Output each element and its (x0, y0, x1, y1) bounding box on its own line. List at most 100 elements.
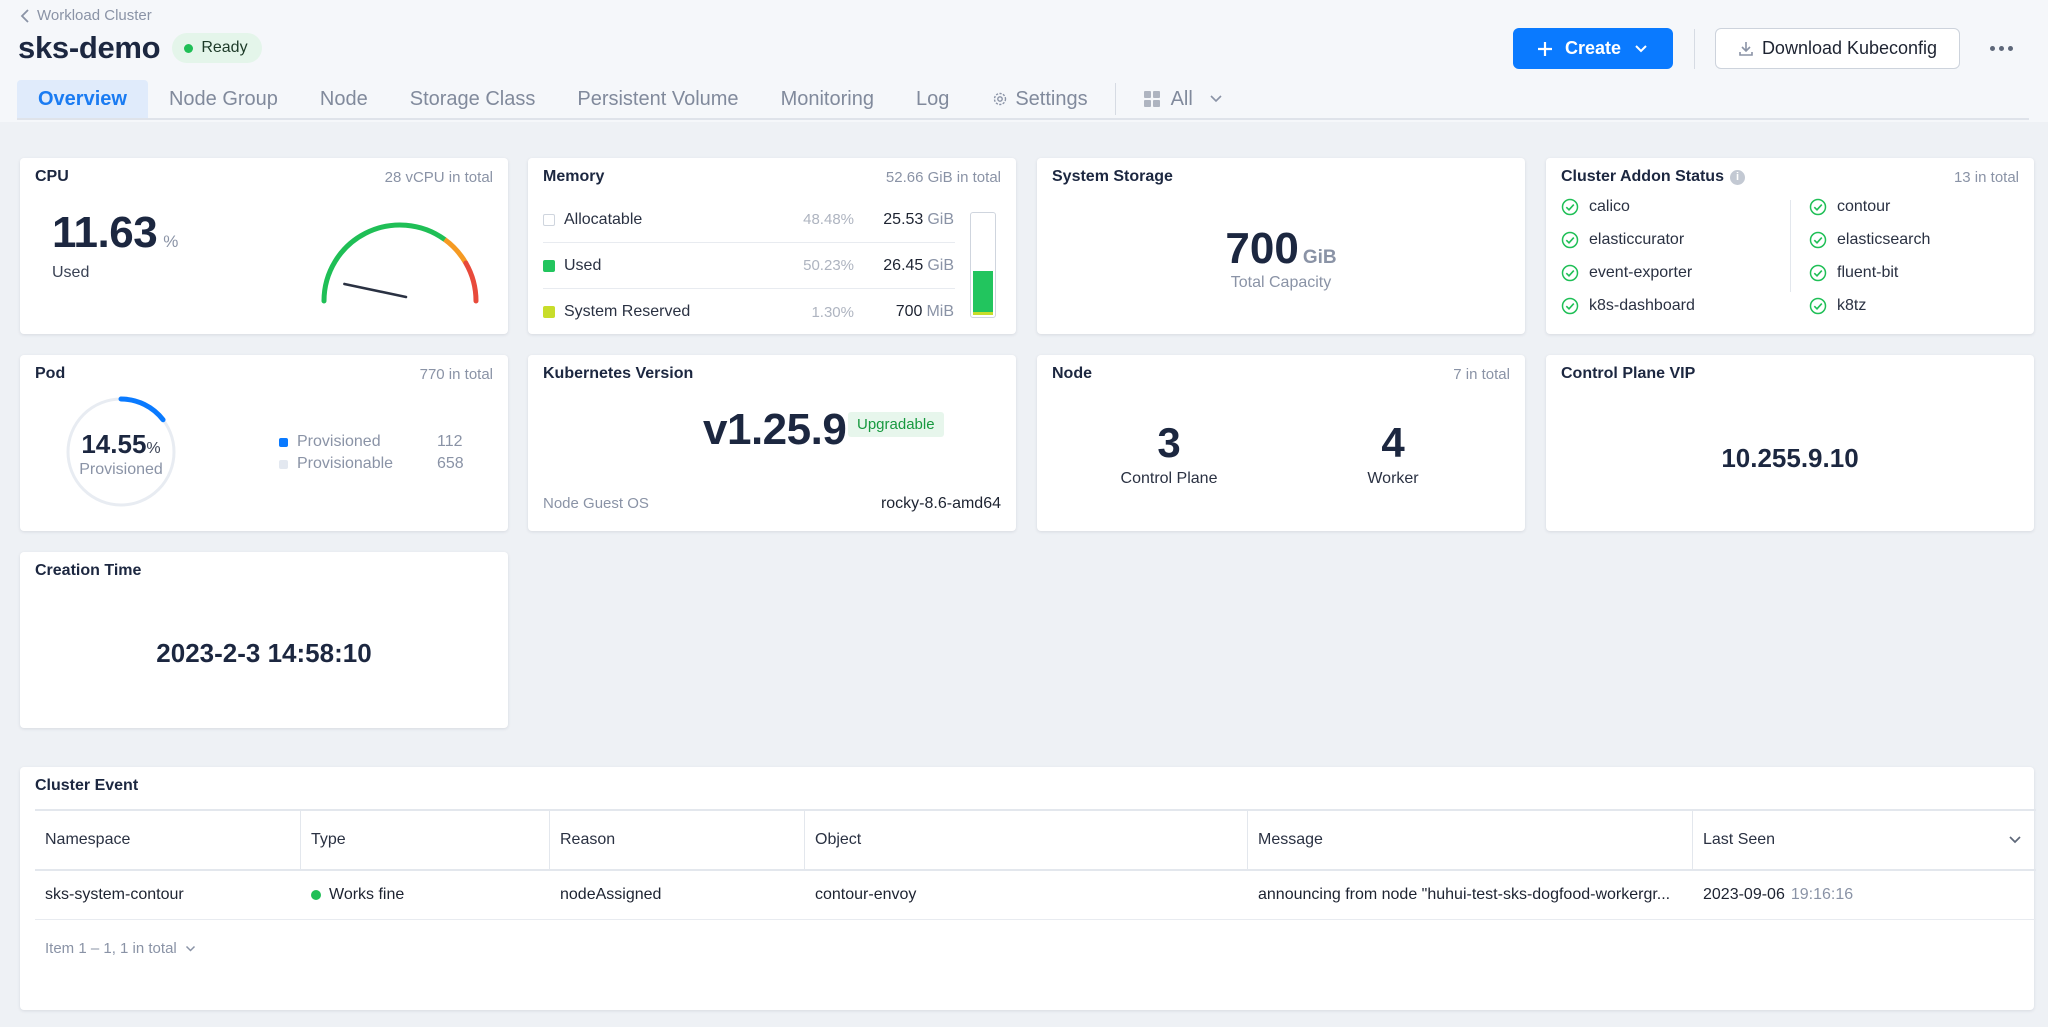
column-header-type[interactable]: Type (301, 811, 550, 869)
check-circle-icon (1561, 231, 1579, 249)
memory-total: 52.66 GiB in total (885, 169, 1001, 186)
memory-row-name: Used (564, 256, 602, 274)
memory-row-value: 700 MiB (854, 303, 954, 321)
cpu-card-title: CPU (35, 168, 69, 185)
column-header-last-seen[interactable]: Last Seen (1693, 811, 2036, 869)
memory-row-unit: GiB (927, 210, 954, 228)
page-header: Workload Cluster sks-demo Ready Create D… (0, 0, 2048, 122)
tab-overview[interactable]: Overview (17, 80, 148, 118)
pagination-summary[interactable]: Item 1 – 1, 1 in total (45, 940, 196, 957)
creation-time-card: Creation Time 2023-2-3 14:58:10 (20, 552, 508, 728)
tab-settings-label: Settings (1015, 87, 1088, 110)
pod-percent-value: 14.55% (64, 429, 178, 460)
tab-log[interactable]: Log (915, 87, 950, 110)
column-header-last-seen-label: Last Seen (1703, 831, 1776, 848)
node-card: Node 7 in total 3 Control Plane 4 Worker (1037, 355, 1525, 531)
control-plane-label: Control Plane (1120, 470, 1218, 487)
memory-row-unit: MiB (926, 303, 954, 320)
pod-legend-provisionable: Provisionable 658 (279, 455, 464, 473)
cell-message: announcing from node "huhui-test-sks-dog… (1258, 886, 1671, 903)
storage-card-title: System Storage (1052, 168, 1173, 185)
tab-node[interactable]: Node (319, 87, 368, 110)
memory-row-value: 26.45 GiB (854, 257, 954, 275)
column-header-reason[interactable]: Reason (550, 811, 805, 869)
tab-node-group[interactable]: Node Group (168, 87, 278, 110)
worker-count: 4 (1381, 419, 1405, 466)
addon-name: elasticcurator (1589, 231, 1685, 248)
back-link-label: Workload Cluster (37, 7, 152, 24)
addon-name: event-exporter (1589, 264, 1693, 281)
info-icon[interactable]: i (1729, 170, 1745, 185)
addon-status-card: Cluster Addon Status i 13 in total calico… (1546, 158, 2034, 334)
cell-reason: nodeAssigned (560, 886, 662, 903)
column-header-object[interactable]: Object (805, 811, 1248, 869)
header-divider (1694, 28, 1695, 69)
vip-value: 10.255.9.10 (1721, 443, 1859, 473)
system-storage-card: System Storage 700 GiB Total Capacity (1037, 158, 1525, 334)
column-header-message[interactable]: Message (1248, 811, 1693, 869)
memory-used-fill (973, 271, 993, 312)
cpu-total: 28 vCPU in total (384, 169, 493, 186)
addon-name: k8tz (1837, 297, 1867, 314)
memory-row-pct: 48.48% (803, 211, 854, 228)
memory-row-used: Used 50.23% 26.45 GiB (543, 243, 955, 289)
status-label: Ready (201, 39, 248, 56)
title-row: sks-demo Ready (18, 30, 262, 66)
table-row[interactable]: sks-system-contour Works fine nodeAssign… (35, 871, 2036, 920)
column-header-namespace[interactable]: Namespace (35, 811, 301, 869)
memory-reserved-fill (973, 312, 993, 315)
create-button[interactable]: Create (1513, 28, 1673, 69)
tab-divider (1114, 83, 1116, 115)
memory-row-value: 25.53 GiB (854, 211, 954, 229)
download-icon (1739, 41, 1753, 56)
tab-settings[interactable]: Settings (970, 80, 1108, 118)
tab-monitoring[interactable]: Monitoring (780, 87, 874, 110)
grid-icon (1143, 91, 1160, 107)
pod-percent-unit: % (146, 440, 161, 457)
pod-legend-provisioned: Provisioned 112 (279, 433, 463, 451)
pod-total: 770 in total (419, 366, 493, 383)
tab-bar: Overview Node Group Node Storage Class P… (17, 80, 2029, 120)
legend-count: 112 (437, 433, 463, 450)
addon-name: fluent-bit (1837, 264, 1899, 281)
memory-row-number: 25.53 (883, 210, 924, 228)
chevron-down-icon[interactable] (2008, 835, 2022, 845)
cell-type: Works fine (301, 871, 550, 919)
cell-object: contour-envoy (815, 886, 917, 903)
pod-percent-number: 14.55 (81, 429, 147, 459)
addon-item: fluent-bit (1809, 264, 1898, 282)
legend-count: 658 (437, 455, 464, 472)
event-table-header: Namespace Type Reason Object Message Las… (35, 809, 2036, 871)
cpu-card: CPU 28 vCPU in total 11.63 % Used (20, 158, 508, 334)
check-circle-icon (1561, 297, 1579, 315)
gauge-arc-orange (443, 237, 468, 265)
download-kubeconfig-button[interactable]: Download Kubeconfig (1715, 28, 1960, 69)
addon-name: k8s-dashboard (1589, 297, 1695, 314)
tab-persistent-volume[interactable]: Persistent Volume (577, 87, 739, 110)
check-circle-icon (1809, 231, 1827, 249)
kubernetes-card-title: Kubernetes Version (543, 365, 694, 382)
event-card-title: Cluster Event (35, 777, 139, 794)
memory-row-number: 700 (895, 303, 923, 320)
upgradable-badge[interactable]: Upgradable (848, 412, 944, 437)
pod-percent-label: Provisioned (79, 461, 163, 478)
memory-row-name: Allocatable (564, 210, 643, 228)
cell-last-seen: 2023-09-06 19:16:16 (1693, 871, 2036, 919)
more-actions-button[interactable] (1986, 34, 2016, 64)
addon-item: k8s-dashboard (1561, 297, 1695, 315)
worker-label: Worker (1367, 470, 1419, 487)
node-card-title: Node (1052, 365, 1092, 382)
more-dot-icon (2007, 46, 2013, 51)
cpu-usage-value: 11.63 % (52, 208, 178, 258)
pod-card: Pod 770 in total 14.55% Provisioned Prov… (20, 355, 508, 531)
gauge-arc-green (321, 222, 448, 304)
tab-all-dropdown[interactable]: All (1122, 80, 1223, 118)
gauge-needle (343, 282, 408, 299)
creation-time-value: 2023-2-3 14:58:10 (156, 638, 372, 668)
cluster-event-card: Cluster Event Namespace Type Reason Obje… (20, 767, 2036, 1010)
pod-card-title: Pod (35, 365, 66, 382)
event-table: Namespace Type Reason Object Message Las… (35, 809, 2036, 920)
back-link[interactable]: Workload Cluster (20, 7, 152, 24)
tab-storage-class[interactable]: Storage Class (409, 87, 536, 110)
